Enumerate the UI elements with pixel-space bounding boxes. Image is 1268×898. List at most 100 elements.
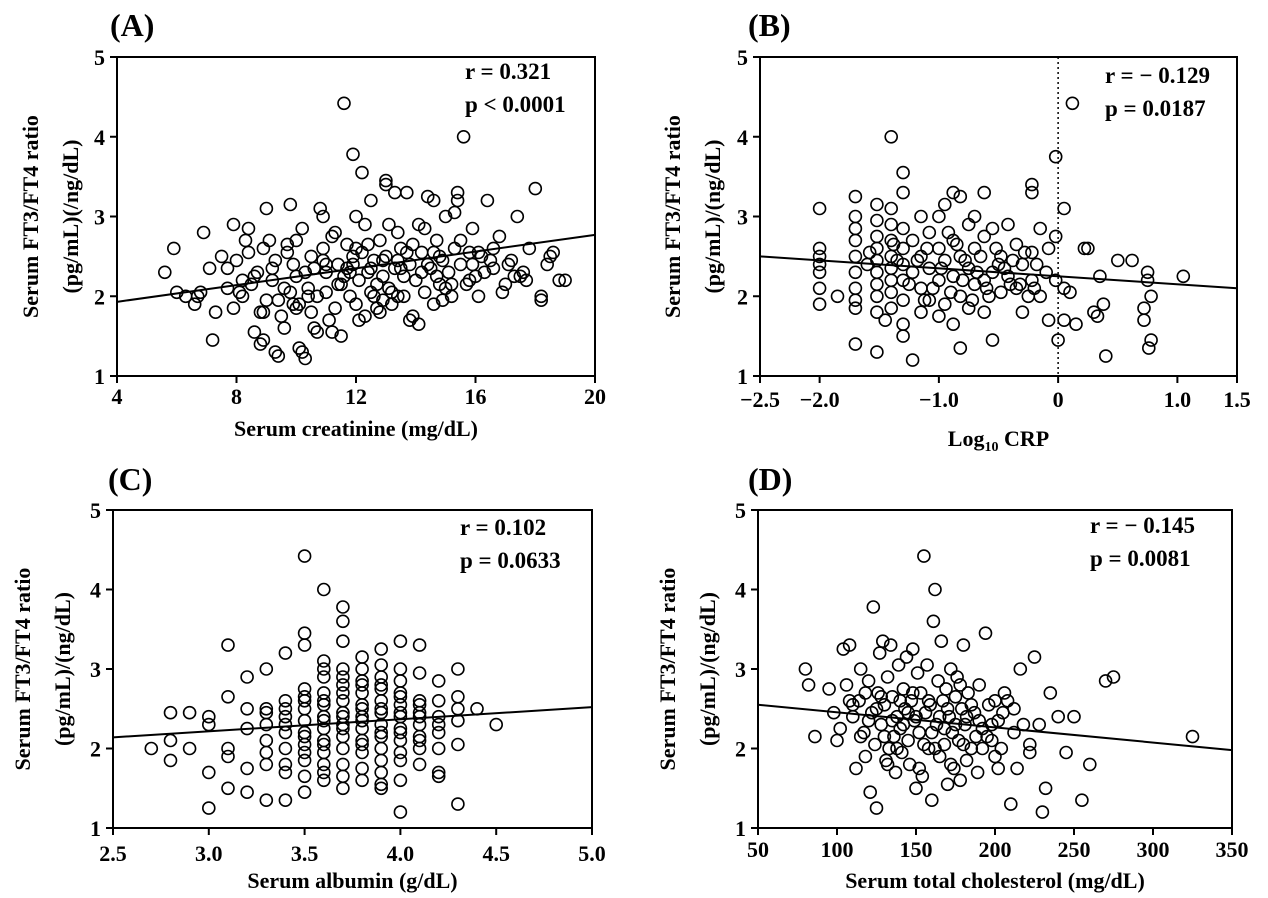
panel-c-data-point [489,717,504,732]
panel-c-data-point [336,678,350,692]
panel-a-data-point [379,249,393,264]
panel-a-data-point [226,301,241,316]
panel-b-data-point [967,209,982,224]
panel-b-data-point [994,249,1008,264]
panel-a-r-value: r = 0.321 [465,59,551,84]
panel-d-data-point [1023,737,1037,752]
panel-b-data-point [1077,241,1092,256]
panel-b-label: (B) [748,7,791,43]
panel-d-data-point [905,642,920,656]
panel-a-data-point [429,233,444,248]
panel-c-data-point [297,638,312,652]
panel-c-data-point [316,773,331,788]
panel-b-x-tick-label: 0 [1053,387,1064,412]
panel-b-data-point [1001,217,1015,232]
panel-a-y-tick-label: 4 [94,125,105,150]
panel-d-data-point [931,674,945,688]
panel-b-data-point [1025,245,1039,260]
panel-a-data-point [373,305,387,320]
panel-b-data-point [985,221,1000,236]
panel-c-data-point [336,741,350,756]
panel-c-data-point [259,757,274,772]
panel-d-data-point [924,793,939,808]
panel-d-data-point [926,614,941,629]
panel-a-data-point [465,257,480,272]
panel-a-data-point [310,289,325,304]
panel-b-data-point [967,241,982,256]
panel-a-data-point [465,221,480,236]
panel-c-data-point [297,626,312,641]
panel-b-data-point [970,265,984,280]
panel-a-data-point [355,165,369,180]
panel-a-data-point [349,209,363,224]
panel-d-data-point [1007,701,1021,716]
panel-d-data-point [880,757,895,772]
panel-a-data-point [447,241,462,256]
panel-a-data-point [417,285,432,300]
panel-b-data-point [989,241,1003,256]
panel-a-data-point [516,265,531,280]
panel-c-data-point [316,582,331,597]
panel-d-data-point [896,717,911,732]
panel-d-data-point [951,733,966,748]
panel-a-data-point [450,185,465,200]
panel-c-data-point [336,769,350,784]
panel-a-x-tick-label: 8 [231,384,242,409]
panel-d-data-point [939,682,953,696]
panel-b-data-point [932,241,946,256]
panel-a-data-point [316,253,330,268]
panel-b-data-point [905,233,920,248]
panel-a-data-point [456,130,471,144]
panel-c-data-point [278,709,293,724]
panel-d-data-point [875,634,890,649]
panel-d-data-point [947,761,961,776]
panel-c-data-point [221,689,235,704]
panel-d-data-point [975,741,990,756]
panel-a-data-point [304,249,319,264]
panel-d-data-point [842,693,857,708]
panel-b-data-point [884,285,899,300]
panel-b-data-point [977,273,992,288]
panel-d-y-tick-label: 5 [735,498,746,523]
panel-c-data-point [259,701,274,716]
panel-d-data-point [874,689,889,704]
panel-a-data-point [301,289,316,304]
panel-a-data-point [256,305,271,320]
panel-b-data-point [1039,265,1053,280]
panel-b-data-point [1048,149,1063,164]
panel-c-data-point [297,682,312,696]
panel-b-x-tick-label: 1.0 [1164,387,1192,412]
panel-d-data-point [964,741,979,756]
panel-a-data-point [438,209,453,224]
panel-a-data-point [405,309,420,324]
panel-d-data-point [994,741,1009,756]
panel-a-data-point [402,313,417,328]
panel-b-y-tick-label: 1 [737,364,748,389]
panel-a-data-point [367,289,381,304]
panel-a-data-point [364,261,378,276]
panel-c-data-point [202,717,216,732]
panel-b-data-point [1051,333,1065,347]
panel-a-data-point [205,333,220,347]
panel-b-data-point [961,217,976,232]
panel-d-data-point [943,757,958,772]
panel-d-data-point [924,725,939,740]
panel-c-data-point [374,741,389,756]
panel-c-data-point [355,773,369,788]
panel-b-data-point [848,293,863,308]
panel-d-x-tick-label: 100 [821,837,854,862]
panel-c-data-point [393,725,408,740]
panel-d-data-point [845,697,860,712]
panel-a-data-point [292,297,307,312]
panel-c-data-point [355,737,369,752]
panel-b-data-point [884,130,899,144]
panel-a-data-point [280,245,295,260]
panel-b-data-point [1003,277,1018,292]
panel-d-y-axis-subtitle: (pg/mL)/(ng/dL) [695,592,720,746]
panel-b-data-point [812,241,827,256]
panel-a-data-point [453,233,468,248]
panel-d-data-point [921,741,936,756]
panel-b-data-point [982,289,996,304]
panel-a-x-tick-label: 4 [112,384,123,409]
panel-b-data-point [1025,185,1039,200]
